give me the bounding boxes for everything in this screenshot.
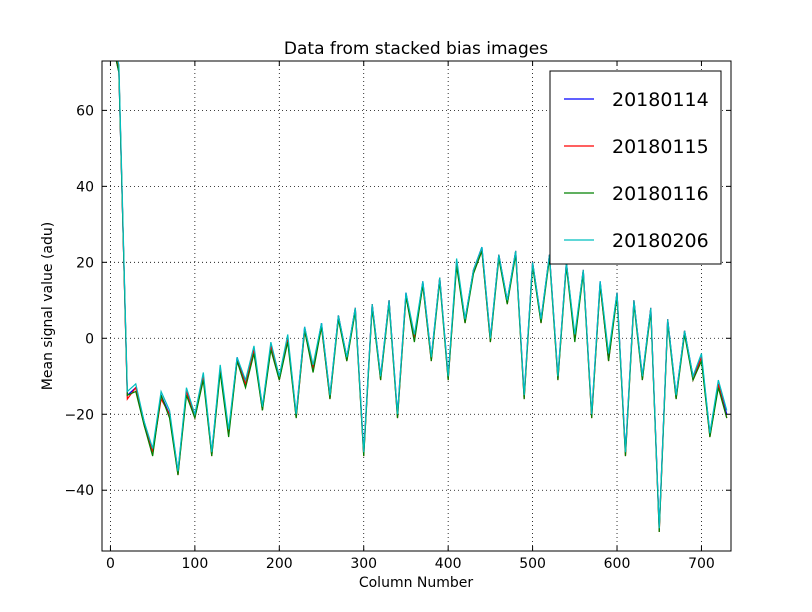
y-tick-label: 0 — [85, 331, 94, 347]
x-tick-label: 0 — [106, 556, 115, 572]
data-line — [117, 61, 728, 529]
chart-title: Data from stacked bias images — [284, 39, 548, 59]
legend-label: 20180116 — [612, 183, 709, 205]
ticks: 0 100 200 300 400 500 600 700 −40 −20 0 20 40 60 — [64, 61, 731, 572]
y-axis-label: Mean signal value (adu) — [40, 222, 56, 390]
y-tick-label: 60 — [76, 103, 94, 119]
grid — [102, 61, 731, 551]
x-tick-label: 100 — [182, 556, 209, 572]
y-tick-label: −20 — [64, 407, 94, 423]
x-axis-label: Column Number — [359, 575, 474, 591]
legend-label: 20180115 — [612, 136, 709, 158]
x-tick-label: 300 — [350, 556, 377, 572]
x-tick-label: 200 — [266, 556, 293, 572]
legend-box — [549, 70, 722, 265]
plot-lines — [115, 61, 728, 533]
legend-label: 20180114 — [612, 89, 709, 111]
plot-frame — [101, 60, 732, 552]
x-tick-label: 600 — [604, 556, 631, 572]
y-tick-label: 40 — [76, 179, 94, 195]
legend-label: 20180206 — [612, 230, 709, 252]
y-tick-label: −40 — [64, 483, 94, 499]
y-tick-label: 20 — [76, 255, 94, 271]
x-tick-label: 700 — [688, 556, 715, 572]
x-tick-label: 400 — [435, 556, 462, 572]
x-tick-label: 500 — [519, 556, 546, 572]
legend: 20180114 20180115 20180116 20180206 — [549, 70, 722, 265]
